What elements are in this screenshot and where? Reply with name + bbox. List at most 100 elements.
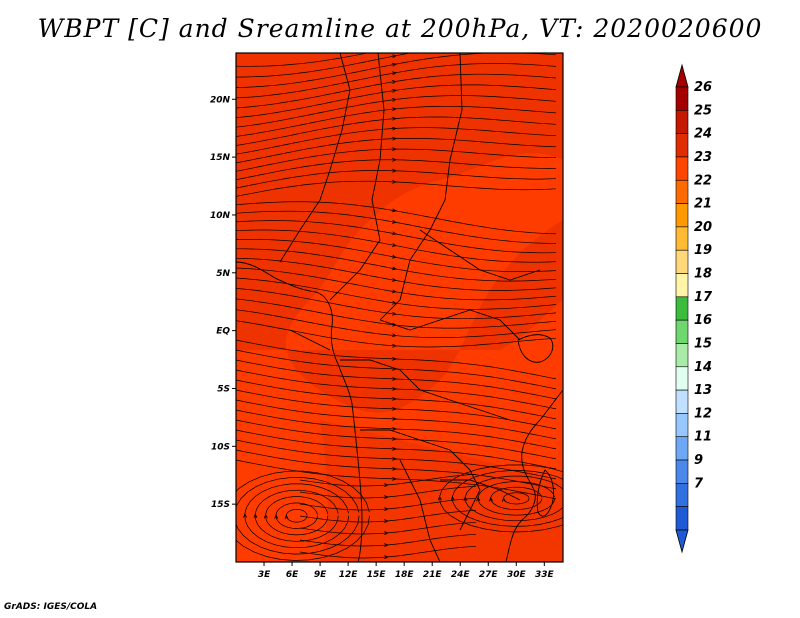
colorbar-swatch — [675, 319, 689, 344]
lon-tick-label: 6E — [286, 570, 299, 580]
streamline-arrow — [392, 300, 398, 305]
streamline-arrow — [392, 456, 398, 461]
lat-tick-label: EQ — [216, 327, 230, 337]
field-region-north — [236, 53, 563, 413]
streamline-arrow — [392, 446, 398, 451]
lat-tick-label: 20N — [210, 95, 231, 105]
colorbar-label: 16 — [694, 313, 712, 328]
lon-tick-label: 24E — [451, 570, 471, 580]
colorbar-label: 23 — [694, 150, 712, 165]
streamline-arrow — [438, 495, 442, 501]
streamline-arrow — [392, 406, 398, 411]
colorbar-swatch — [675, 179, 689, 204]
colorbar-label: 22 — [694, 173, 712, 188]
streamline-arrow — [392, 80, 398, 84]
streamline-arrow — [392, 208, 398, 213]
streamline-arrow — [392, 147, 398, 152]
colorbar-swatch — [675, 226, 689, 251]
colorbar-swatch — [675, 506, 689, 531]
streamline-arrow — [392, 116, 398, 121]
colorbar-label: 13 — [694, 383, 712, 398]
streamline — [490, 486, 543, 510]
colorbar-label: 19 — [694, 243, 712, 258]
streamline-arrow — [392, 436, 398, 441]
colorbar-swatch — [675, 133, 689, 158]
streamline-arrow — [392, 219, 398, 224]
streamline-arrow — [392, 54, 398, 59]
streamline — [265, 496, 329, 536]
streamline-arrow — [489, 496, 493, 502]
latitude-axis: 20N 15N 10N 5N EQ 5S 10S 15S — [210, 95, 236, 510]
lat-tick-label: 10N — [210, 211, 231, 221]
streamline-arrow — [391, 311, 398, 316]
streamline-arrow — [392, 476, 398, 481]
border-10 — [399, 459, 441, 562]
lat-tick-label: 5N — [216, 269, 230, 279]
streamline-arrow — [384, 495, 390, 500]
lat-tick-label: 10S — [211, 442, 230, 452]
streamline-arrow — [476, 496, 481, 502]
streamline — [439, 464, 563, 533]
colorbar-swatch — [675, 156, 689, 181]
east-africa-coast — [505, 389, 563, 562]
streamline-arrow — [392, 231, 397, 236]
lon-tick-label: 33E — [535, 570, 555, 580]
streamline-arrow — [384, 483, 390, 488]
colorbar-label: 20 — [694, 220, 712, 235]
colorbar-swatch — [675, 483, 689, 507]
grads-credit: GrADS: IGES/COLA — [4, 602, 98, 612]
wbpt-field — [236, 53, 563, 562]
colorbar-label: 7 — [694, 476, 704, 491]
colorbar-swatch — [675, 249, 689, 274]
streamline-arrow — [392, 71, 397, 76]
lat-tick-label: 15S — [211, 500, 230, 510]
colorbar-swatch — [675, 436, 689, 461]
lake-region — [517, 334, 554, 363]
streamline-arrow — [392, 416, 398, 421]
lon-tick-label: 3E — [258, 570, 271, 580]
colorbar-label: 26 — [694, 80, 712, 95]
streamline-arrow — [392, 62, 398, 67]
streamline-arrow — [263, 513, 268, 519]
border-1 — [329, 53, 385, 301]
streamline — [254, 489, 339, 542]
streamline-arrow — [392, 266, 398, 271]
colorbar-swatch — [675, 296, 689, 321]
colorbar-swatch — [675, 273, 689, 298]
streamline-arrow — [392, 136, 398, 141]
streamline-arrow — [392, 157, 398, 162]
longitude-axis: 3E 6E 9E 12E 15E 18E 21E 24E 27E 30E 33E — [258, 562, 555, 580]
colorbar-label: 25 — [694, 103, 712, 118]
streamline-arrow — [243, 512, 247, 518]
madagascar-coast — [536, 469, 555, 517]
streamline-arrow — [392, 179, 398, 184]
colorbar-swatch — [675, 366, 689, 391]
chart-title: WBPT [C] and Sreamline at 200hPa, VT: 20… — [37, 14, 763, 43]
streamline-arrow — [384, 519, 390, 524]
border-7 — [440, 479, 521, 501]
streamline-arrow — [392, 98, 398, 102]
streamline-arrow — [392, 168, 397, 173]
colorbar-swatch — [675, 110, 689, 134]
border-9 — [289, 329, 331, 351]
streamline-arrow — [253, 513, 258, 519]
border-2 — [279, 53, 351, 263]
border-4 — [379, 309, 521, 341]
lon-tick-label: 21E — [423, 570, 443, 580]
lon-tick-label: 12E — [339, 570, 359, 580]
streamlines — [236, 53, 563, 561]
colorbar-swatch — [675, 459, 689, 484]
streamline-arrow — [392, 107, 398, 112]
map-frame — [235, 52, 564, 563]
streamline-arrow — [392, 277, 397, 282]
colorbar-label: 12 — [694, 406, 712, 421]
border-5 — [340, 359, 511, 421]
colorbar-swatch — [675, 343, 689, 368]
streamline — [236, 470, 370, 561]
streamline — [477, 481, 556, 516]
lon-tick-label: 27E — [479, 570, 499, 580]
streamline — [236, 477, 360, 555]
streamline-arrow — [463, 496, 468, 502]
west-africa-coast — [236, 261, 363, 562]
